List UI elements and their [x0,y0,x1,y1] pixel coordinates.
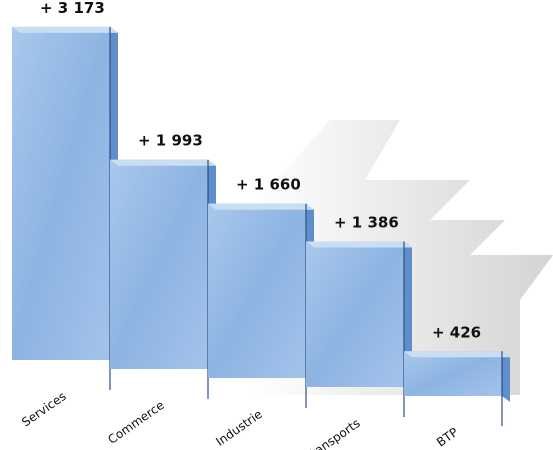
category-label: Commerce [105,398,166,447]
bar-top [306,241,412,248]
bar-top [208,203,314,210]
bar [12,26,110,361]
bar [208,203,306,378]
value-label: + 1 660 [236,176,301,194]
bar [404,351,502,396]
bar-side [502,351,510,402]
category-label: Industrie [213,407,264,449]
bar [306,241,404,387]
value-label: + 3 173 [40,0,105,17]
category-label: Services [19,389,68,429]
bar [110,159,208,369]
bar-top [110,159,216,166]
value-label: + 1 386 [334,213,399,231]
value-label: + 426 [432,323,481,341]
category-label: BTP [434,425,461,450]
bar-top [404,351,510,358]
value-label: + 1 993 [138,132,203,150]
category-label: Transports [303,416,363,450]
bar-top [12,26,118,33]
